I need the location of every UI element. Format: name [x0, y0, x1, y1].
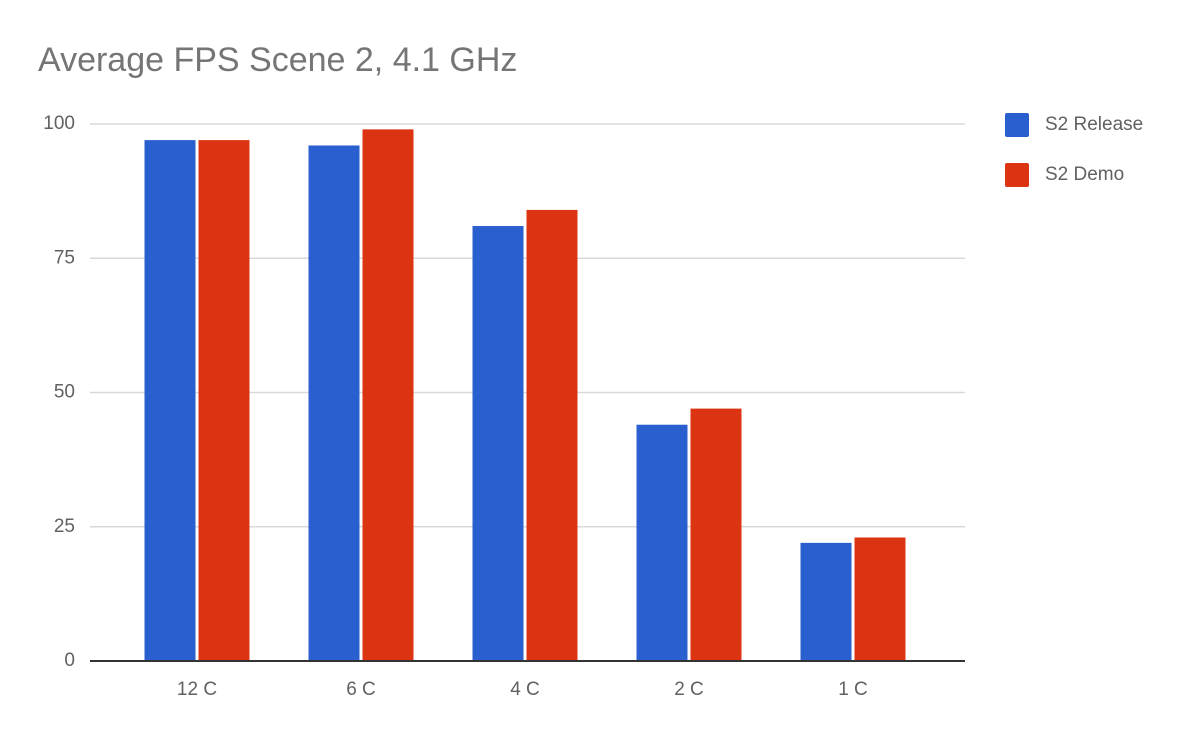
- bar: [526, 209, 578, 662]
- bar: [362, 129, 414, 661]
- chart-title: Average FPS Scene 2, 4.1 GHz: [38, 41, 517, 79]
- y-tick-label: 25: [54, 516, 75, 537]
- bar: [636, 424, 688, 661]
- y-tick-label: 50: [54, 382, 75, 403]
- bar: [144, 140, 196, 662]
- y-tick-label: 100: [43, 113, 75, 134]
- legend-swatch: [1005, 113, 1029, 137]
- legend-label: S2 Release: [1045, 114, 1143, 135]
- bar: [198, 140, 250, 662]
- legend-label: S2 Demo: [1045, 164, 1124, 185]
- bar: [472, 226, 524, 661]
- bar: [800, 542, 852, 661]
- bar: [854, 537, 906, 661]
- bar: [690, 408, 742, 661]
- x-tick-label: 1 C: [838, 679, 868, 700]
- y-tick-label: 75: [54, 247, 75, 268]
- x-tick-label: 12 C: [177, 679, 217, 700]
- y-tick-label: 0: [64, 650, 75, 671]
- x-tick-label: 2 C: [674, 679, 704, 700]
- legend-swatch: [1005, 163, 1029, 187]
- x-tick-label: 4 C: [510, 679, 540, 700]
- bar: [308, 145, 360, 662]
- x-tick-label: 6 C: [346, 679, 376, 700]
